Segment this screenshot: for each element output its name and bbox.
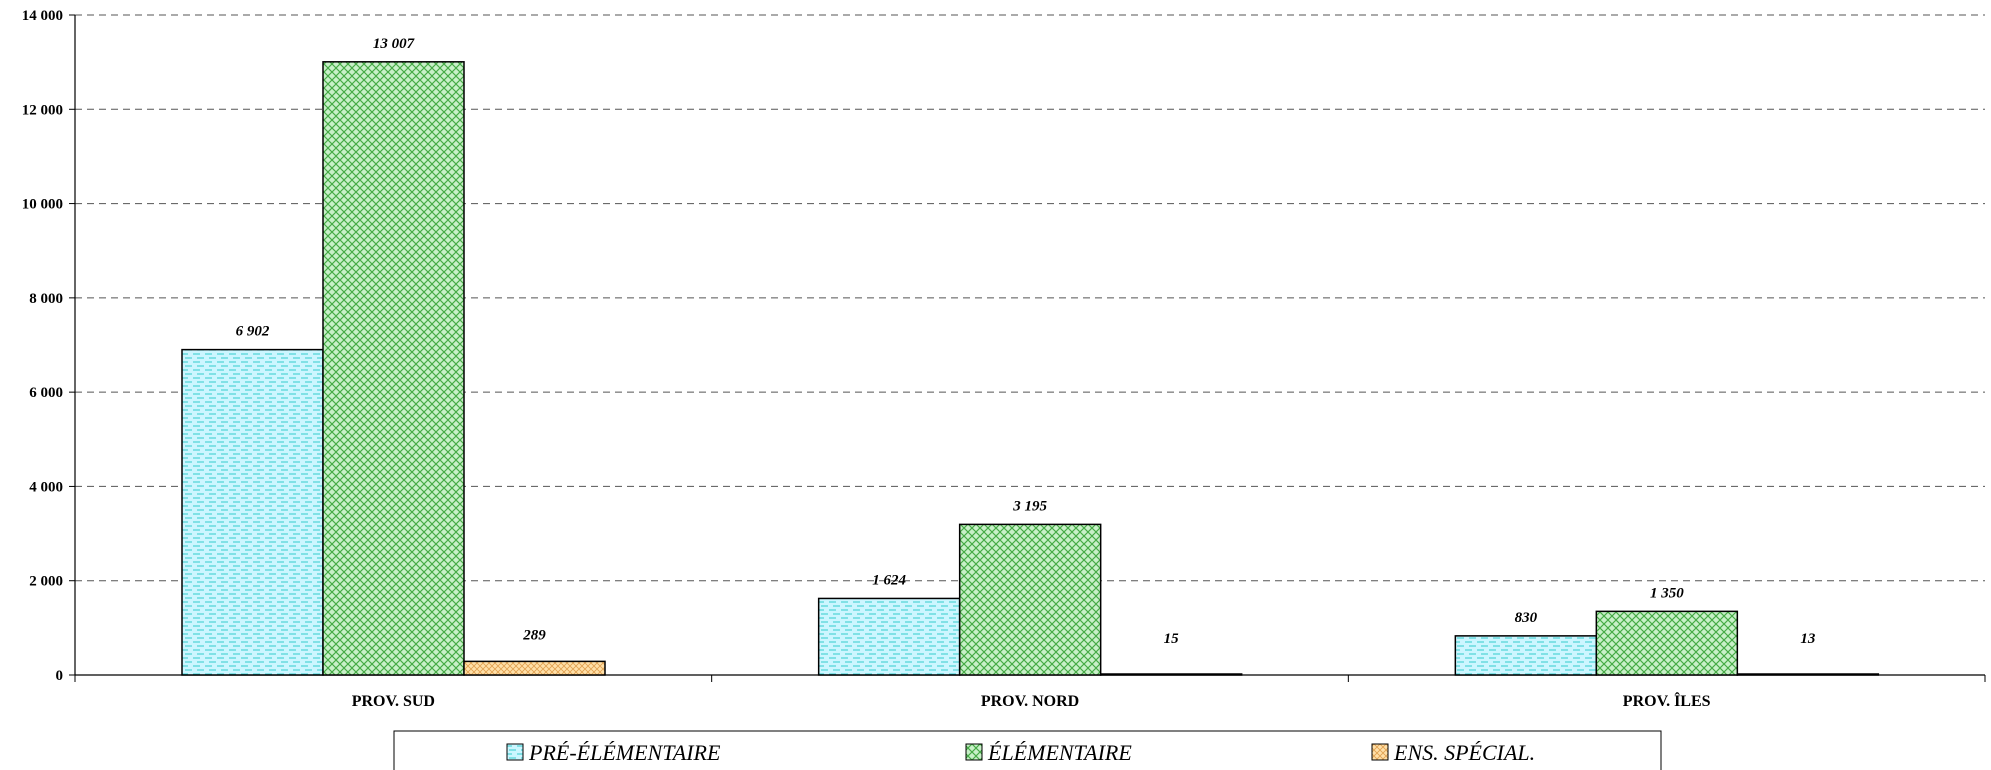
- legend-swatch: [965, 743, 983, 761]
- data-label: 13 007: [373, 36, 415, 52]
- y-tick-label: 10 000: [22, 197, 63, 213]
- data-label: 830: [1515, 610, 1538, 626]
- bars: [181, 61, 1880, 676]
- legend-label: ENS. SPÉCIAL.: [1393, 740, 1535, 765]
- data-labels: 6 902 13 007 289 1 624 3 195 15 830 1 350 13: [236, 36, 1816, 647]
- legend-item: ENS. SPÉCIAL.: [1371, 740, 1535, 765]
- data-label: 15: [1164, 631, 1180, 647]
- data-label: 3 195: [1012, 498, 1047, 514]
- y-tick-label: 6 000: [29, 385, 63, 401]
- legend-swatch: [506, 743, 524, 761]
- data-label: 289: [522, 627, 546, 643]
- legend-label: ÉLÉMENTAIRE: [987, 740, 1132, 765]
- legend: PRÉ-ÉLÉMENTAIRE ÉLÉMENTAIRE ENS. SPÉCIAL.: [393, 730, 1662, 770]
- bar--l-mentaire-2: [1595, 610, 1739, 676]
- legend-item: ÉLÉMENTAIRE: [965, 740, 1132, 765]
- bar-ens-sp-cial--2: [1736, 673, 1880, 676]
- x-tick-label: PROV. ÎLES: [1623, 691, 1711, 710]
- data-label: 1 624: [872, 572, 906, 588]
- legend-box: [393, 730, 1662, 770]
- y-tick-label: 8 000: [29, 291, 63, 307]
- bar-ens-sp-cial--0: [463, 660, 606, 676]
- y-tick-label: 2 000: [29, 574, 63, 590]
- legend-swatch: [1371, 743, 1389, 761]
- legend-item: PRÉ-ÉLÉMENTAIRE: [506, 740, 721, 765]
- legend-label: PRÉ-ÉLÉMENTAIRE: [528, 740, 721, 765]
- y-tick-label: 12 000: [22, 102, 63, 118]
- bar--l-mentaire-1: [958, 523, 1102, 676]
- data-label: 6 902: [236, 324, 270, 340]
- bar-ens-sp-cial--1: [1099, 673, 1243, 676]
- data-label: 1 350: [1650, 585, 1684, 601]
- y-tick-label: 4 000: [29, 479, 63, 495]
- data-label: 13: [1800, 631, 1816, 647]
- bar-pr-l-mentaire-2: [1454, 635, 1598, 676]
- bar--l-mentaire-0: [322, 61, 465, 676]
- y-tick-label: 14 000: [22, 8, 63, 24]
- bar-pr-l-mentaire-1: [817, 597, 961, 676]
- bar-pr-l-mentaire-0: [181, 348, 324, 676]
- x-tick-label: PROV. NORD: [981, 693, 1079, 710]
- y-tick-label: 0: [56, 668, 64, 684]
- x-tick-label: PROV. SUD: [352, 693, 435, 710]
